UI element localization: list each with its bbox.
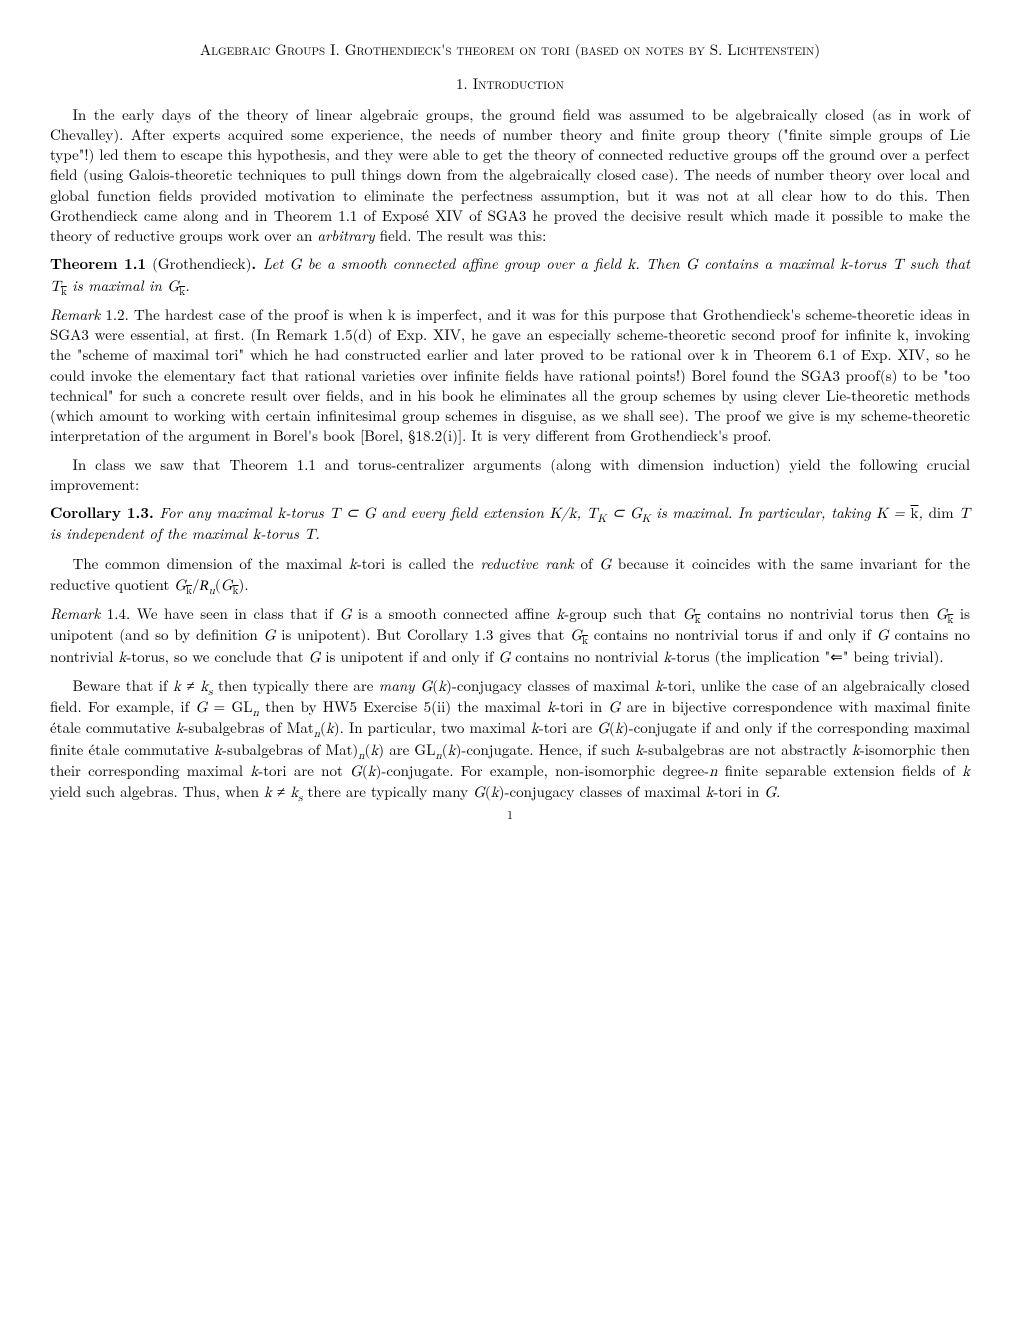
b13: are [384,739,414,760]
corollary-head: Corollary 1.3. [50,502,154,523]
t7: is maximal in [67,275,168,296]
common-dim-paragraph: The common dimension of the maximal k-to… [50,554,970,597]
r9: -torus, so we conclude that [126,646,308,667]
b12: -subalgebras of [222,739,325,760]
b21: there are typically many [303,781,474,802]
b23: -tori in [713,781,764,802]
t1: Let [263,253,290,274]
theorem-dot: . [251,253,262,274]
t2: be a smooth connected affine group over … [301,253,627,274]
c6: -torus [260,523,304,544]
b1: Beware that if [73,675,174,696]
b3: -conjugacy classes of maximal [452,675,655,696]
theorem-attr: (Grothendieck) [146,253,251,274]
cd3: of [574,553,600,574]
b17: -tori are not [258,760,350,781]
b18: -conjugate. For example, non-isomorphic … [381,760,709,781]
section-number: 1. [456,73,468,94]
r4: contains no nontrivial torus then [701,603,936,624]
in-class-paragraph: In class we saw that Theorem 1.1 and tor… [50,455,970,496]
t4: contains a maximal [698,253,840,274]
b22: -conjugacy classes of maximal [504,781,705,802]
remark-num: 1.2. [100,304,134,325]
remark-body: The hardest case of the proof is when k … [50,304,970,447]
intro-tail: field. The result was this: [375,225,547,246]
r1: We have seen in class that if [137,603,340,624]
c5: is independent of the maximal [50,523,253,544]
page-number: 1 [50,807,970,823]
corollary-1-3: Corollary 1.3. For any maximal k-torus T… [50,503,970,546]
r6: is unipotent). But Corollary 1.3 gives t… [275,624,570,645]
intro-paragraph: In the early days of the theory of linea… [50,105,970,247]
t6: such that [903,253,970,274]
r7: contains no nontrivial torus if and only… [588,624,877,645]
t3: . Then [635,253,686,274]
b2: then typically there are [213,675,379,696]
remark-head: Remark [50,304,100,325]
intro-italic: arbitrary [317,225,374,246]
remark-1-4: Remark 1.4. We have seen in class that i… [50,604,970,668]
b15: -subalgebras are not abstractly [643,739,852,760]
theorem-head: Theorem 1.1 [50,253,146,274]
b14: -conjugate. Hence, if such [461,739,635,760]
theorem-1-1: Theorem 1.1 (Grothendieck). Let G be a s… [50,254,970,297]
c3: and every field extension [376,502,550,523]
c1: For any maximal [154,502,278,523]
b20: yield such algebras. Thus, when [50,781,264,802]
c2: -torus [285,502,329,523]
section-title: 1. Introduction [50,74,970,94]
remark14-num: 1.4. [100,603,136,624]
r11: contains no nontrivial [510,646,663,667]
r2: is a smooth connected affine [351,603,556,624]
cd1: The common dimension of the maximal [73,553,349,574]
paper-title: Algebraic Groups I. Grothendieck's theor… [50,40,970,60]
b6: -tori in [555,696,608,717]
b5: then by HW5 Exercise 5(ii) the maximal [259,696,547,717]
remark14-head: Remark [50,603,100,624]
c4: is maximal. In particular, taking [651,502,877,523]
section-name: Introduction [473,73,564,94]
b19: finite separable extension fields of [718,760,963,781]
b9: . In particular, two maximal [340,717,531,738]
reductive-rank: reductive rank [480,553,573,574]
b10: -tori are [539,717,598,738]
r3: -group such that [564,603,683,624]
remark-1-2: Remark 1.2. The hardest case of the proo… [50,305,970,447]
r10: is unipotent if and only if [320,646,498,667]
beware-paragraph: Beware that if k ≠ ks then typically the… [50,676,970,804]
many: many [379,675,421,696]
corollary-body: For any maximal k-torus T ⊂ G and every … [50,502,970,544]
t5: -torus [848,253,893,274]
cd2: -tori is called the [357,553,481,574]
r12: -torus (the implication "⇐" being trivia… [671,646,943,667]
b8: -subalgebras of [183,717,286,738]
